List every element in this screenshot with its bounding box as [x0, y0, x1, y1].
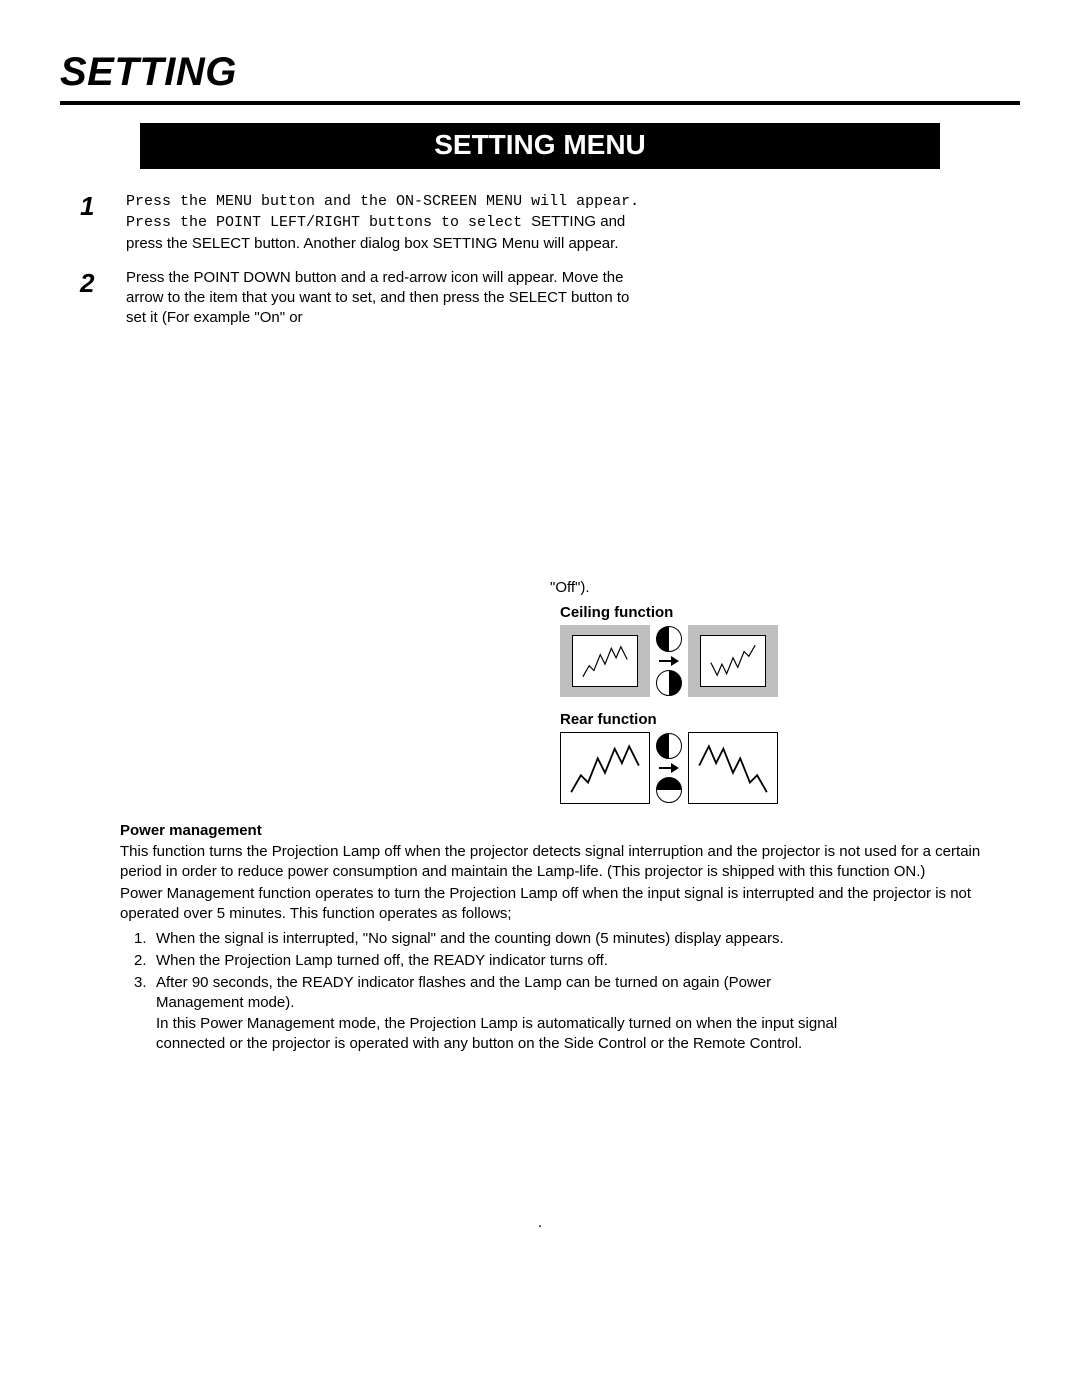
orientation-icon	[656, 670, 682, 696]
section-banner: SETTING MENU	[140, 123, 940, 169]
mountain-icon-mirrored	[688, 732, 778, 804]
arrow-right-icon	[659, 763, 679, 773]
list-item: 2. When the Projection Lamp turned off, …	[134, 951, 990, 971]
mountain-icon-flipped	[700, 635, 766, 687]
orientation-icon	[656, 626, 682, 652]
power-management-para1: This function turns the Projection Lamp …	[120, 842, 990, 883]
power-management-para2: Power Management function operates to tu…	[120, 884, 990, 925]
list-item-text: When the Projection Lamp turned off, the…	[156, 951, 608, 971]
list-item: 1. When the signal is interrupted, "No s…	[134, 929, 990, 949]
power-management-list: 1. When the signal is interrupted, "No s…	[134, 929, 990, 1055]
power-management-section: Power management This function turns the…	[120, 822, 990, 1055]
orientation-icon	[656, 733, 682, 759]
rear-diagram	[560, 732, 880, 804]
diagram-result-plate	[688, 625, 778, 697]
title-rule	[60, 101, 1020, 105]
step-body: Press the MENU button and the ON-SCREEN …	[126, 191, 640, 254]
steps-list: 1 Press the MENU button and the ON-SCREE…	[80, 191, 640, 329]
arrow-right-icon	[659, 656, 679, 666]
list-item-text: After 90 seconds, the READY indicator fl…	[156, 973, 856, 1054]
diagram-source-plate	[560, 625, 650, 697]
off-text: "Off").	[550, 579, 1020, 596]
function-diagrams: Ceiling function Rear function	[560, 604, 880, 804]
ceiling-diagram	[560, 625, 880, 697]
transform-icons	[656, 626, 682, 696]
step-number: 1	[80, 191, 126, 254]
step-body: Press the POINT DOWN button and a red-ar…	[126, 268, 640, 329]
page-dot: .	[60, 1214, 1020, 1232]
page-title: SETTING	[60, 50, 1020, 99]
step-2: 2 Press the POINT DOWN button and a red-…	[80, 268, 640, 329]
list-item-number: 1.	[134, 929, 156, 949]
rear-function-label: Rear function	[560, 711, 880, 728]
list-item-number: 3.	[134, 973, 156, 1054]
ceiling-function-label: Ceiling function	[560, 604, 880, 621]
transform-icons	[656, 733, 682, 803]
mountain-icon	[572, 635, 638, 687]
list-item-number: 2.	[134, 951, 156, 971]
power-management-heading: Power management	[120, 822, 990, 839]
step-1: 1 Press the MENU button and the ON-SCREE…	[80, 191, 640, 254]
orientation-icon	[656, 777, 682, 803]
list-item-text: When the signal is interrupted, "No sign…	[156, 929, 784, 949]
list-item: 3. After 90 seconds, the READY indicator…	[134, 973, 990, 1054]
step-number: 2	[80, 268, 126, 329]
mountain-icon	[560, 732, 650, 804]
